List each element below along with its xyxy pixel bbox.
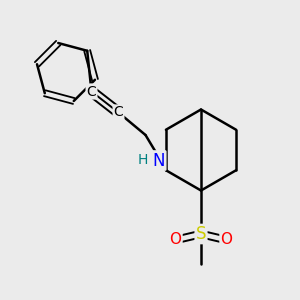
Text: S: S (196, 225, 206, 243)
Text: O: O (169, 232, 181, 247)
Text: N: N (153, 152, 165, 169)
Text: C: C (114, 106, 123, 119)
Text: C: C (87, 85, 96, 98)
Text: O: O (220, 232, 232, 247)
Text: H: H (137, 154, 148, 167)
